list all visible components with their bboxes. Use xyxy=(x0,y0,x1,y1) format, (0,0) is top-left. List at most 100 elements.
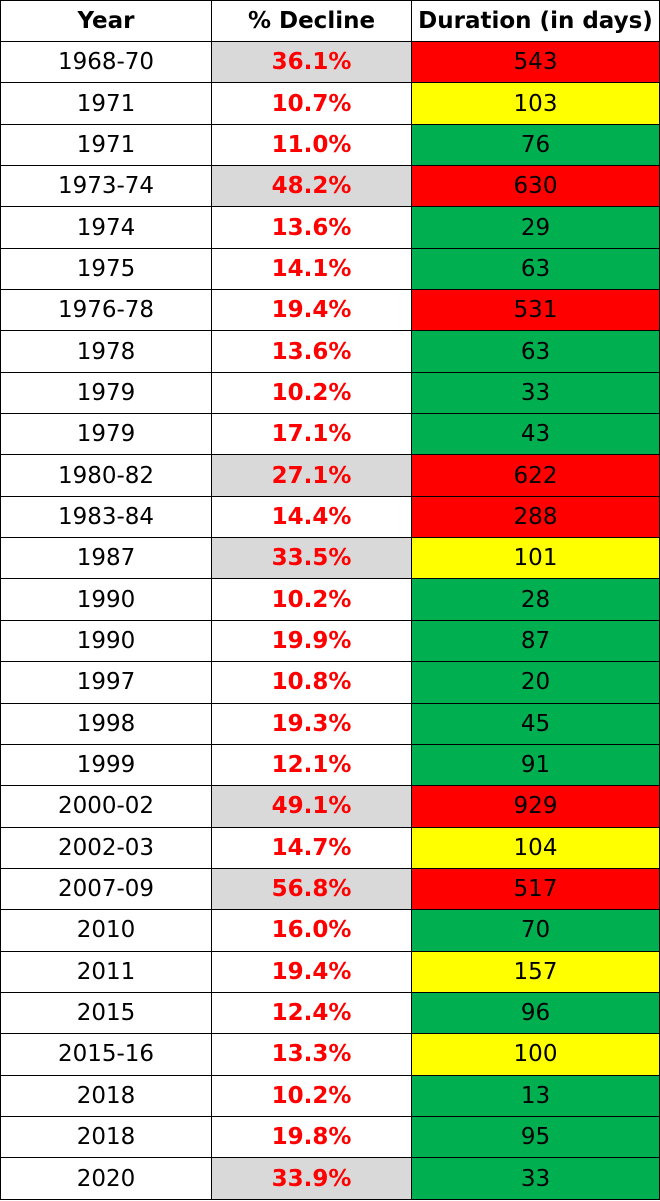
year-cell: 1990 xyxy=(0,578,212,621)
table-row: 2011 19.4% 157 xyxy=(0,950,660,993)
duration-cell: 95 xyxy=(411,1115,660,1159)
year-cell: 1971 xyxy=(0,82,212,125)
duration-cell: 103 xyxy=(411,82,660,125)
duration-cell: 101 xyxy=(411,537,660,580)
decline-cell: 10.7% xyxy=(211,82,412,125)
table-row: 2018 19.8% 95 xyxy=(0,1115,660,1159)
duration-cell: 76 xyxy=(411,123,660,167)
duration-cell: 531 xyxy=(411,289,660,332)
decline-cell: 49.1% xyxy=(211,785,412,828)
duration-cell: 63 xyxy=(411,247,660,291)
table-row: 2018 10.2% 13 xyxy=(0,1074,660,1117)
duration-cell: 91 xyxy=(411,743,660,787)
table-row: 1979 10.2% 33 xyxy=(0,371,660,415)
year-cell: 1978 xyxy=(0,330,212,373)
year-cell: 1998 xyxy=(0,702,212,745)
duration-cell: 63 xyxy=(411,330,660,373)
duration-cell: 96 xyxy=(411,991,660,1035)
duration-cell: 288 xyxy=(411,495,660,539)
table-body: 1968-70 36.1% 543 1971 10.7% 103 1971 11.0% 76 19… xyxy=(0,40,660,1200)
decline-cell: 13.6% xyxy=(211,206,412,249)
year-cell: 2018 xyxy=(0,1074,212,1117)
duration-cell: 33 xyxy=(411,1157,660,1200)
table-row: 1990 10.2% 28 xyxy=(0,578,660,621)
duration-cell: 157 xyxy=(411,950,660,993)
year-cell: 2010 xyxy=(0,909,212,952)
header-row: Year % Decline Duration (in days) xyxy=(0,0,660,42)
column-header-duration: Duration (in days) xyxy=(411,0,660,42)
table-row: 2020 33.9% 33 xyxy=(0,1157,660,1200)
decline-cell: 56.8% xyxy=(211,867,412,911)
decline-cell: 36.1% xyxy=(211,40,412,84)
decline-cell: 19.3% xyxy=(211,702,412,745)
table-row: 1990 19.9% 87 xyxy=(0,619,660,663)
year-cell: 2015-16 xyxy=(0,1033,212,1076)
decline-cell: 10.2% xyxy=(211,371,412,415)
duration-cell: 13 xyxy=(411,1074,660,1117)
decline-cell: 48.2% xyxy=(211,165,412,208)
decline-cell: 10.8% xyxy=(211,661,412,704)
table-row: 1978 13.6% 63 xyxy=(0,330,660,373)
decline-cell: 19.4% xyxy=(211,950,412,993)
year-cell: 1997 xyxy=(0,661,212,704)
year-cell: 2000-02 xyxy=(0,785,212,828)
table-row: 1997 10.8% 20 xyxy=(0,661,660,704)
decline-cell: 13.6% xyxy=(211,330,412,373)
table-row: 1987 33.5% 101 xyxy=(0,537,660,580)
decline-cell: 10.2% xyxy=(211,578,412,621)
table-row: 1971 10.7% 103 xyxy=(0,82,660,125)
decline-cell: 10.2% xyxy=(211,1074,412,1117)
duration-cell: 929 xyxy=(411,785,660,828)
column-header-decline: % Decline xyxy=(211,0,412,42)
duration-cell: 622 xyxy=(411,454,660,497)
duration-cell: 20 xyxy=(411,661,660,704)
decline-cell: 17.1% xyxy=(211,413,412,456)
year-cell: 1999 xyxy=(0,743,212,787)
table-row: 2015 12.4% 96 xyxy=(0,991,660,1035)
year-cell: 1976-78 xyxy=(0,289,212,332)
year-cell: 2018 xyxy=(0,1115,212,1159)
duration-cell: 87 xyxy=(411,619,660,663)
year-cell: 1983-84 xyxy=(0,495,212,539)
decline-cell: 14.4% xyxy=(211,495,412,539)
year-cell: 1971 xyxy=(0,123,212,167)
table-row: 1974 13.6% 29 xyxy=(0,206,660,249)
duration-cell: 100 xyxy=(411,1033,660,1076)
year-cell: 2002-03 xyxy=(0,826,212,869)
decline-cell: 11.0% xyxy=(211,123,412,167)
year-cell: 1990 xyxy=(0,619,212,663)
table-row: 2002-03 14.7% 104 xyxy=(0,826,660,869)
table-row: 2010 16.0% 70 xyxy=(0,909,660,952)
table-row: 1975 14.1% 63 xyxy=(0,247,660,291)
duration-cell: 543 xyxy=(411,40,660,84)
year-cell: 1975 xyxy=(0,247,212,291)
decline-cell: 19.8% xyxy=(211,1115,412,1159)
year-cell: 1987 xyxy=(0,537,212,580)
decline-cell: 19.4% xyxy=(211,289,412,332)
duration-cell: 43 xyxy=(411,413,660,456)
year-cell: 1979 xyxy=(0,371,212,415)
decline-cell: 16.0% xyxy=(211,909,412,952)
year-cell: 2007-09 xyxy=(0,867,212,911)
duration-cell: 28 xyxy=(411,578,660,621)
year-cell: 2020 xyxy=(0,1157,212,1200)
duration-cell: 630 xyxy=(411,165,660,208)
decline-cell: 33.5% xyxy=(211,537,412,580)
table-row: 1980-82 27.1% 622 xyxy=(0,454,660,497)
table-row: 1998 19.3% 45 xyxy=(0,702,660,745)
duration-cell: 33 xyxy=(411,371,660,415)
decline-cell: 12.4% xyxy=(211,991,412,1035)
year-cell: 2011 xyxy=(0,950,212,993)
table-row: 1983-84 14.4% 288 xyxy=(0,495,660,539)
year-cell: 1979 xyxy=(0,413,212,456)
duration-cell: 104 xyxy=(411,826,660,869)
decline-cell: 33.9% xyxy=(211,1157,412,1200)
decline-cell: 12.1% xyxy=(211,743,412,787)
duration-cell: 70 xyxy=(411,909,660,952)
duration-cell: 29 xyxy=(411,206,660,249)
table-row: 2000-02 49.1% 929 xyxy=(0,785,660,828)
table-row: 2007-09 56.8% 517 xyxy=(0,867,660,911)
year-cell: 2015 xyxy=(0,991,212,1035)
duration-cell: 45 xyxy=(411,702,660,745)
decline-cell: 14.7% xyxy=(211,826,412,869)
